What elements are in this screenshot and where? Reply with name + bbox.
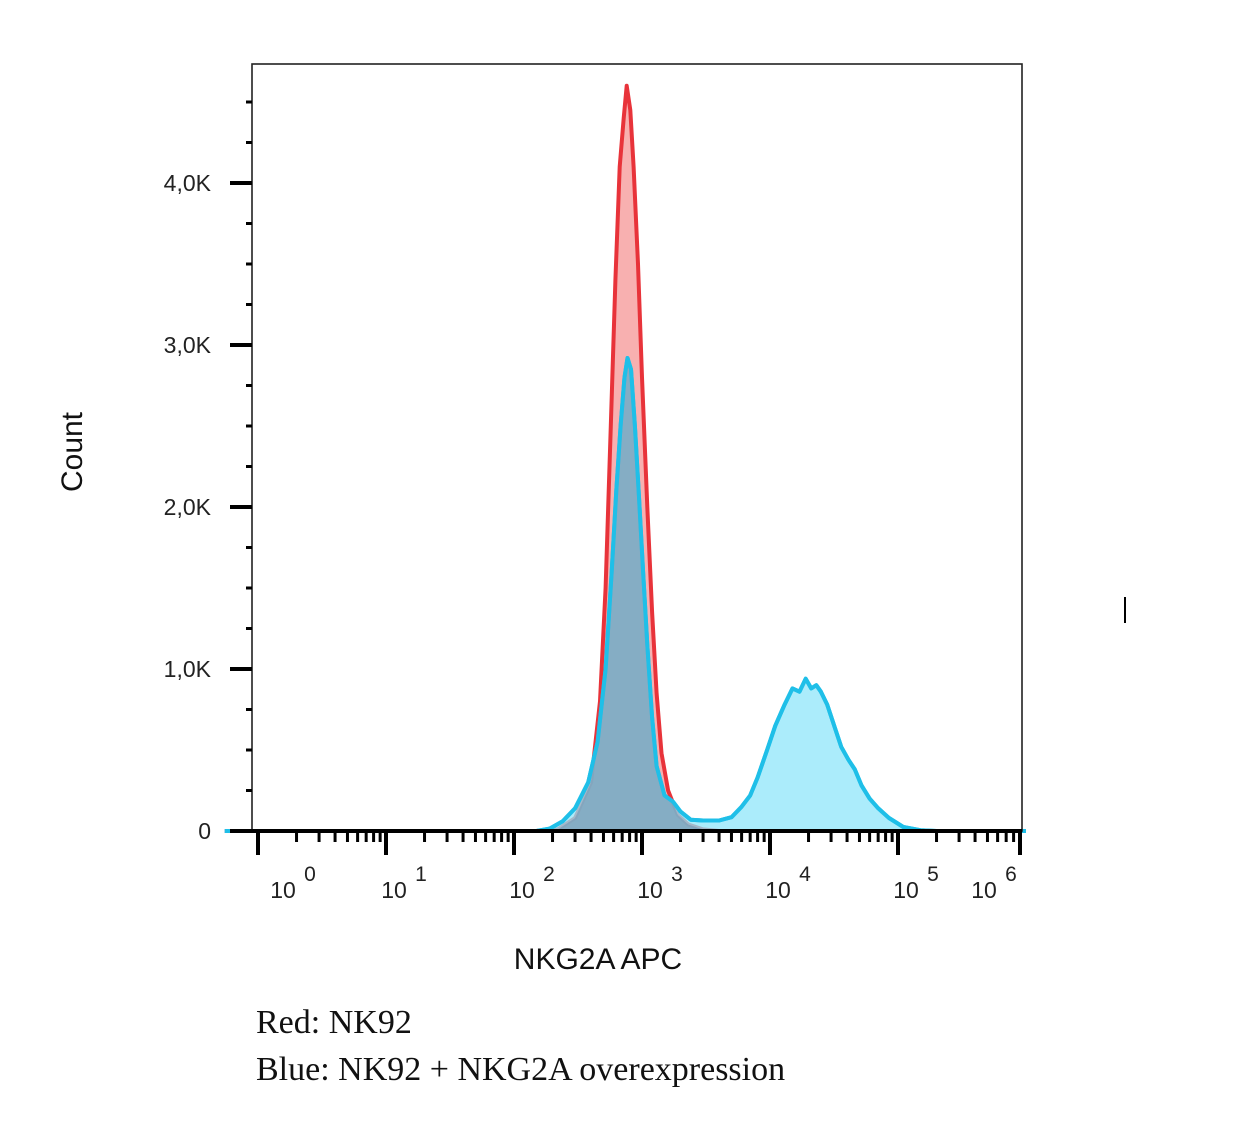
x-axis-title: NKG2A APC <box>514 943 682 976</box>
x-tick-exponent: 1 <box>415 863 427 886</box>
x-tick-exponent: 0 <box>304 863 316 886</box>
overlap-area <box>536 358 719 831</box>
axes-layer <box>230 63 1023 855</box>
x-tick-exponent: 6 <box>1005 863 1017 886</box>
x-tick-label: 10 <box>637 877 663 903</box>
legend-red-caption: Red: NK92 <box>256 1004 412 1041</box>
x-tick-label: 10 <box>381 877 407 903</box>
y-tick-label: 0 <box>198 818 211 844</box>
x-tick-exponent: 5 <box>927 863 939 886</box>
labels-layer: 0 1,0K 2,0K 3,0K 4,0K 10 0 10 1 10 2 10 3 10 4 10 5 10 6 NK… <box>56 170 1017 976</box>
x-tick-exponent: 4 <box>799 863 811 886</box>
x-tick-label: 10 <box>765 877 791 903</box>
x-tick-exponent: 2 <box>543 863 555 886</box>
x-tick-exponent: 3 <box>671 863 683 886</box>
y-tick-label: 1,0K <box>164 656 212 682</box>
y-tick-label: 3,0K <box>164 332 212 358</box>
y-tick-label: 2,0K <box>164 494 212 520</box>
legend-blue-caption: Blue: NK92 + NKG2A overexpression <box>256 1051 786 1088</box>
series-layer <box>224 83 1027 833</box>
y-axis-title: Count <box>56 411 89 492</box>
x-tick-label: 10 <box>971 877 997 903</box>
y-tick-label: 4,0K <box>164 170 212 196</box>
x-tick-label: 10 <box>270 877 296 903</box>
x-tick-label: 10 <box>893 877 919 903</box>
text-cursor-mark <box>1124 597 1126 623</box>
x-tick-label: 10 <box>509 877 535 903</box>
series-1-line-top <box>224 356 1026 833</box>
